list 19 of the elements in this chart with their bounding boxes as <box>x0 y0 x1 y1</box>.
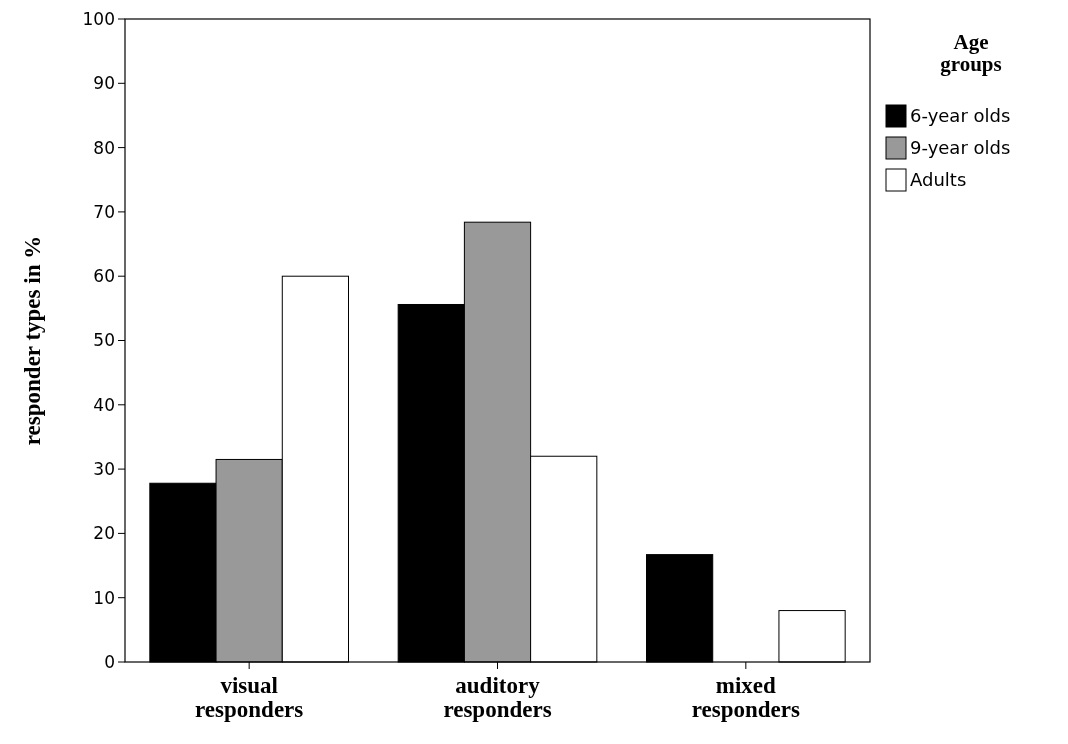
y-tick-label: 70 <box>93 201 115 222</box>
x-tick-label: mixed responders <box>691 673 800 722</box>
y-tick-label: 100 <box>82 8 115 29</box>
y-tick-label: 50 <box>93 330 115 351</box>
legend-label: 6-year olds <box>910 105 1011 127</box>
y-tick-label: 90 <box>93 73 115 94</box>
y-tick-label: 20 <box>93 523 115 544</box>
y-tick-label: 40 <box>93 394 115 415</box>
y-tick-label: 0 <box>104 651 115 672</box>
y-tick-label: 30 <box>93 459 115 480</box>
y-tick-label: 60 <box>93 266 115 287</box>
legend-label: 9-year olds <box>910 137 1011 159</box>
legend-label: Adults <box>910 169 967 191</box>
x-tick-label: visual responders <box>195 673 304 722</box>
legend-title: Age groups <box>940 30 1002 76</box>
y-tick-label: 10 <box>93 587 115 608</box>
y-axis-title: responder types in % <box>20 235 45 446</box>
x-tick-label: auditory responders <box>443 673 552 722</box>
y-tick-label: 80 <box>93 137 115 158</box>
